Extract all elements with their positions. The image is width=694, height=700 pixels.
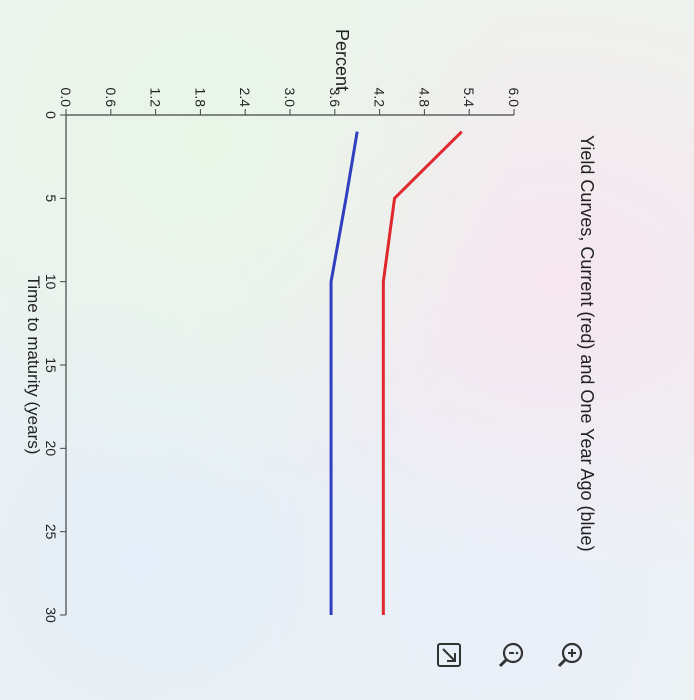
- x-tick-label: 10: [43, 274, 59, 290]
- zoom-in-button[interactable]: [555, 640, 585, 670]
- y-tick-label: 3.0: [282, 88, 298, 108]
- info-button[interactable]: [496, 640, 526, 670]
- zoom-in-icon: [557, 642, 583, 668]
- year-ago-yield-line: [329, 131, 359, 615]
- y-tick-label: 4.8: [416, 88, 432, 108]
- x-tick-label: 5: [43, 194, 59, 202]
- y-tick-label: 4.2: [372, 88, 388, 108]
- y-tick-label: 3.6: [327, 88, 343, 108]
- y-tick-label: 0.6: [103, 88, 119, 108]
- expand-button[interactable]: [434, 640, 464, 670]
- y-tick-label: 0.0: [58, 88, 74, 108]
- x-tick-label: 0: [43, 111, 59, 119]
- x-tick-label: 15: [43, 357, 59, 373]
- x-axis-label: Time to maturity (years): [24, 276, 43, 455]
- x-tick-label: 25: [43, 524, 59, 540]
- y-tick-label: 2.4: [237, 88, 253, 108]
- y-tick-label: 1.8: [192, 88, 208, 108]
- y-tick-label: 6.0: [506, 88, 522, 108]
- y-tick-label: 5.4: [461, 88, 477, 108]
- x-tick-label: 20: [43, 441, 59, 457]
- expand-icon: [437, 643, 461, 667]
- info-icon: [498, 642, 524, 668]
- chart-title: Yield Curves, Current (red) and One Year…: [577, 135, 597, 552]
- current-yield-line: [381, 130, 463, 615]
- x-tick-label: 30: [43, 607, 59, 623]
- y-axis-label: Percent: [332, 29, 352, 91]
- y-tick-label: 1.2: [148, 88, 164, 108]
